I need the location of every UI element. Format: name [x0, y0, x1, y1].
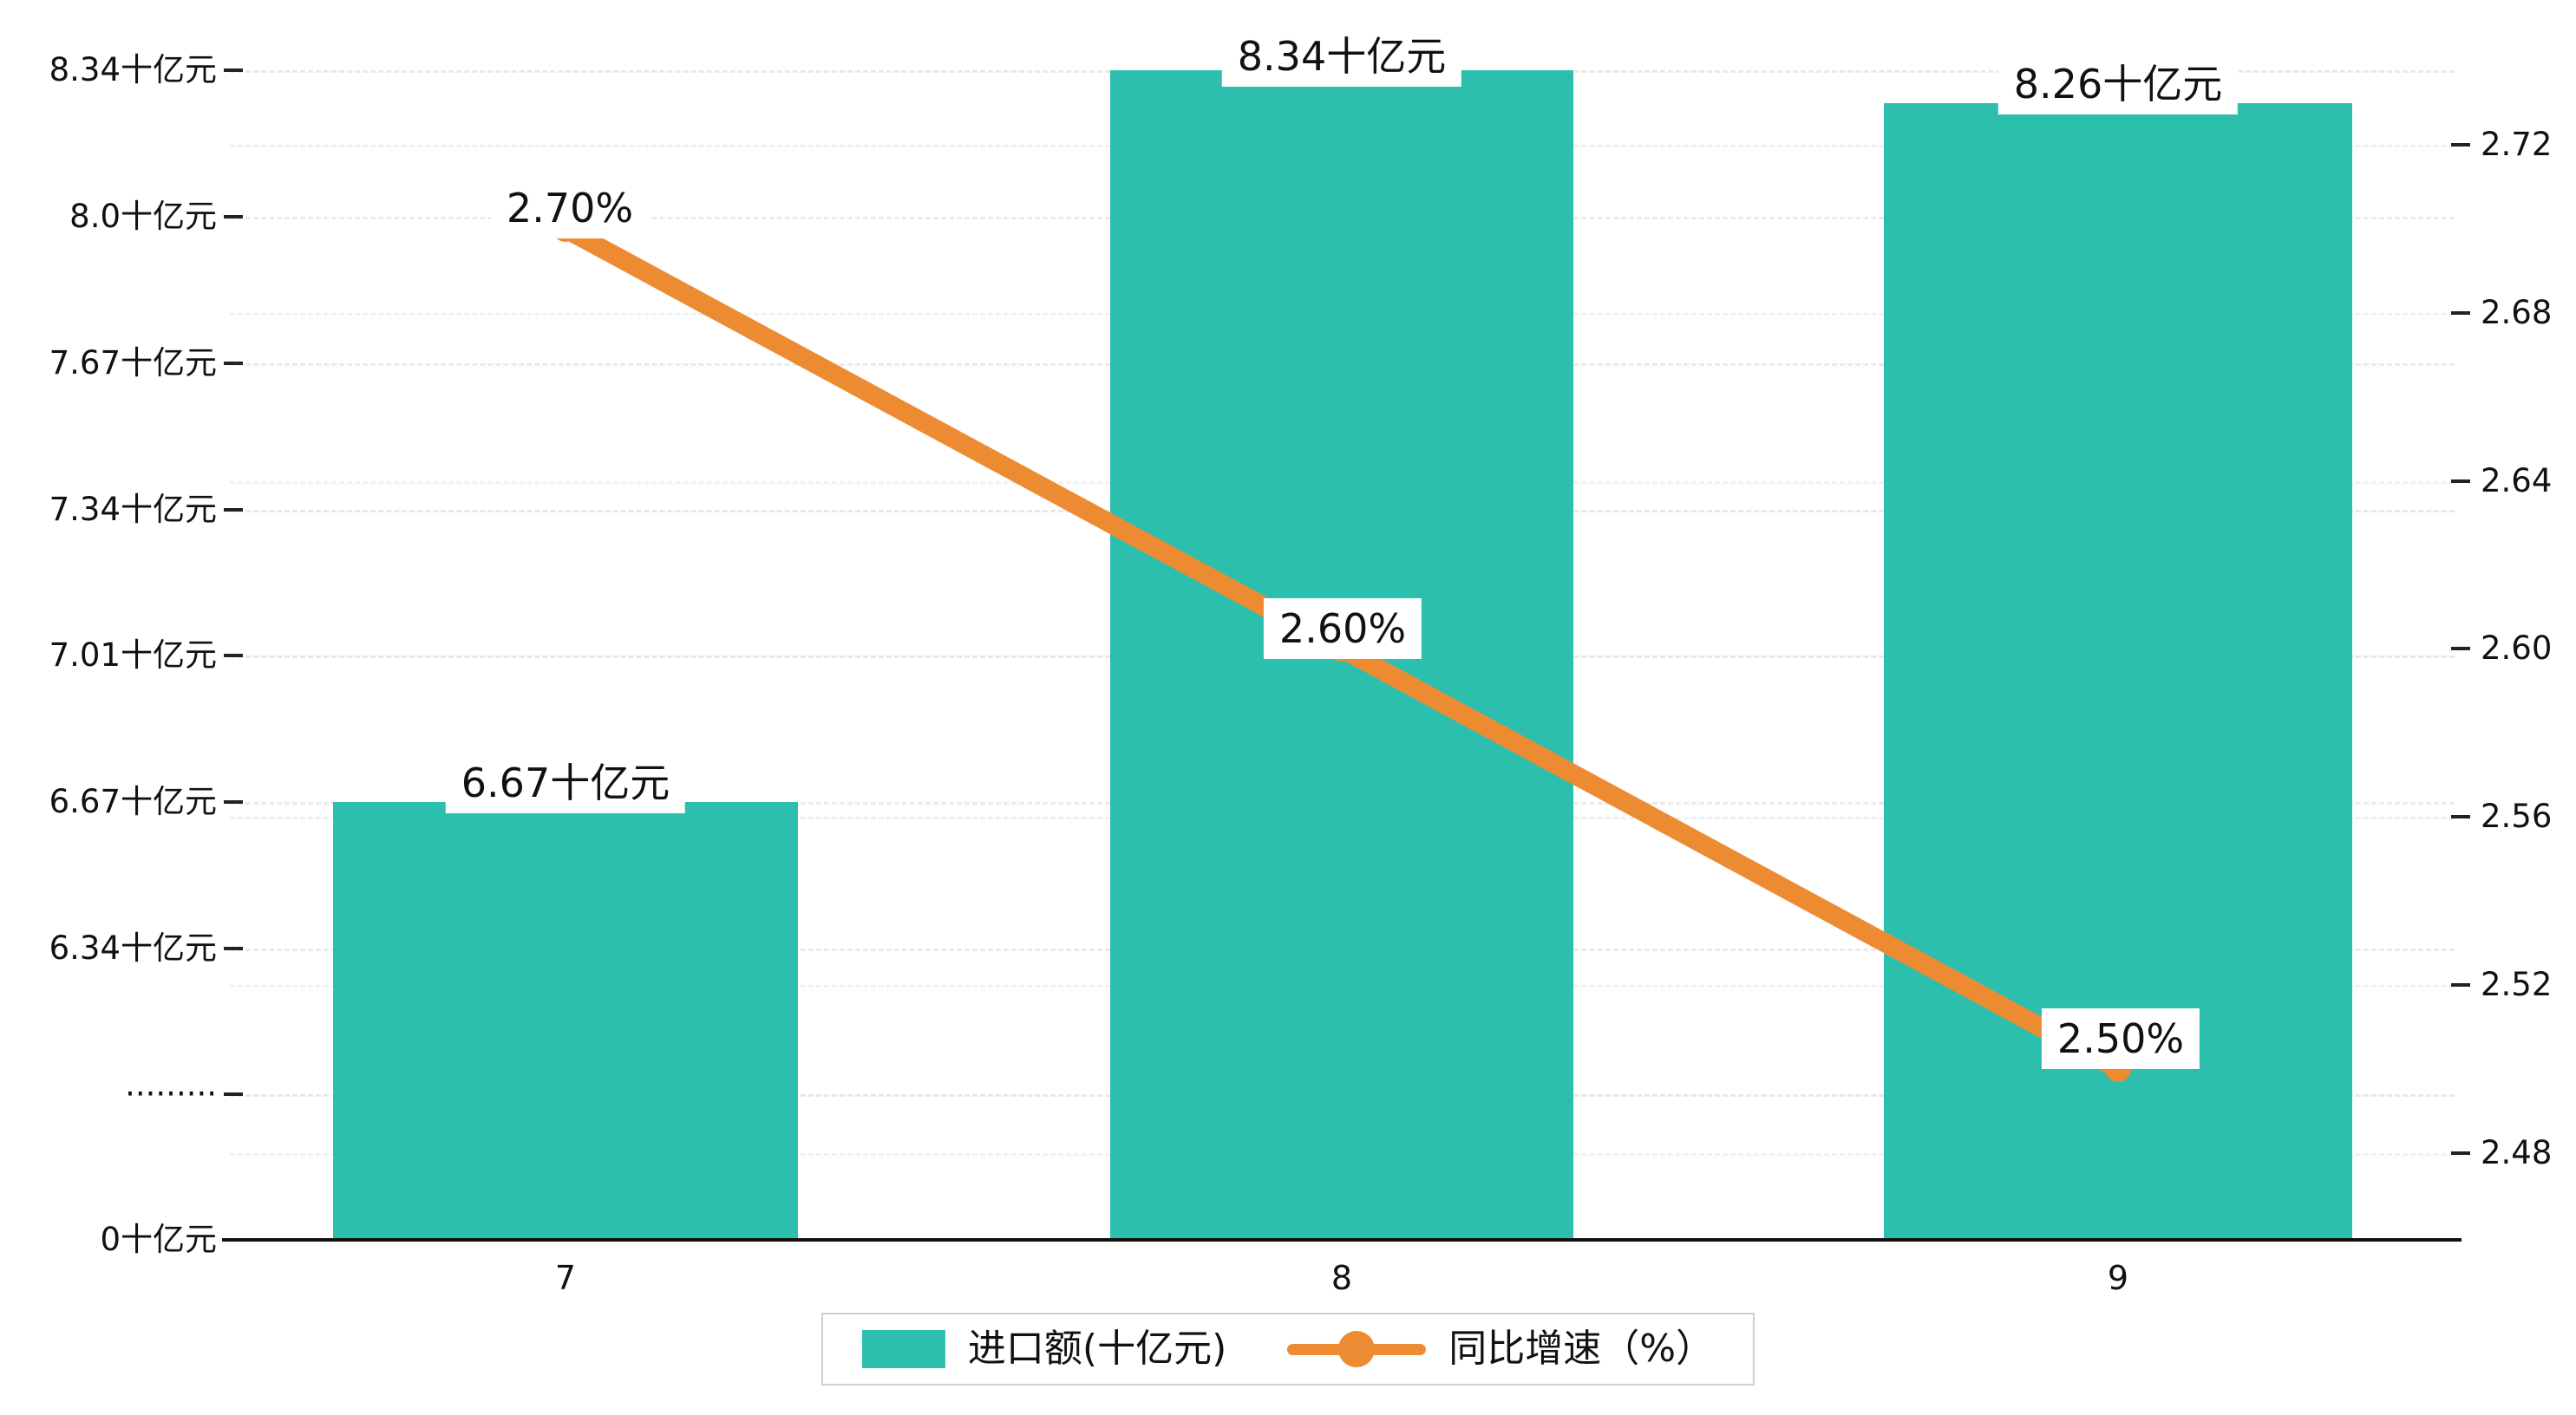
- bar-label-month-9: 8.26十亿元: [1997, 54, 2239, 114]
- right-axis-tick: 2.68: [2481, 294, 2553, 331]
- legend-label-growth: 同比增速（%）: [1448, 1327, 1715, 1371]
- left-axis-tick: 8.34十亿元: [49, 51, 217, 88]
- right-axis-tick: 2.64: [2481, 462, 2553, 499]
- legend-swatch-imports: [861, 1330, 945, 1368]
- legend-item-imports: 进口额(十亿元): [861, 1327, 1227, 1371]
- bar-month-7: [333, 802, 798, 1240]
- right-axis-tick: 2.72: [2481, 126, 2553, 163]
- left-tick-mark: [224, 1092, 243, 1096]
- legend-item-growth: 同比增速（%）: [1287, 1328, 1714, 1370]
- bar-label-month-8: 8.34十亿元: [1221, 26, 1462, 87]
- right-axis-tick: 2.60: [2481, 629, 2553, 667]
- right-tick-mark: [2451, 815, 2470, 818]
- left-tick-mark: [224, 362, 243, 365]
- legend-dot-icon: [1338, 1331, 1376, 1367]
- left-axis-tick: 0十亿元: [100, 1221, 217, 1258]
- bar-label-month-7: 6.67十亿元: [445, 753, 686, 813]
- x-axis-tick-7: 7: [554, 1259, 577, 1297]
- growth-label-month-9: 2.50%: [2041, 1008, 2200, 1069]
- right-tick-mark: [2451, 479, 2470, 483]
- x-axis-tick-9: 9: [2107, 1259, 2129, 1297]
- right-tick-mark: [2451, 311, 2470, 315]
- left-axis-tick: 7.34十亿元: [49, 491, 217, 528]
- growth-label-month-8: 2.60%: [1263, 598, 1422, 659]
- right-tick-mark: [2451, 647, 2470, 650]
- left-axis-tick: 7.67十亿元: [49, 344, 217, 381]
- left-axis-tick: 6.67十亿元: [49, 783, 217, 820]
- left-tick-mark: [224, 800, 243, 804]
- legend-marker-growth: [1287, 1330, 1427, 1368]
- left-axis-tick: 7.01十亿元: [49, 636, 217, 674]
- left-tick-mark: [224, 947, 243, 950]
- right-axis-tick: 2.48: [2481, 1134, 2553, 1171]
- left-tick-mark: [224, 68, 243, 72]
- x-axis-line: [222, 1238, 2462, 1242]
- x-axis-tick-8: 8: [1330, 1259, 1353, 1297]
- growth-label-month-7: 2.70%: [490, 178, 650, 238]
- left-axis-tick: 6.34十亿元: [49, 929, 217, 967]
- right-tick-mark: [2451, 983, 2470, 987]
- right-tick-mark: [2451, 1151, 2470, 1155]
- right-axis-tick: 2.52: [2481, 966, 2553, 1003]
- legend: 进口额(十亿元) 同比增速（%）: [821, 1313, 1755, 1386]
- left-tick-mark: [224, 654, 243, 657]
- left-axis-tick: 8.0十亿元: [69, 198, 217, 235]
- legend-label-imports: 进口额(十亿元): [967, 1327, 1227, 1371]
- left-axis-break-dots: ·········: [125, 1075, 217, 1112]
- left-tick-mark: [224, 508, 243, 512]
- right-axis-tick: 2.56: [2481, 798, 2553, 835]
- right-tick-mark: [2451, 143, 2470, 147]
- left-tick-mark: [224, 215, 243, 218]
